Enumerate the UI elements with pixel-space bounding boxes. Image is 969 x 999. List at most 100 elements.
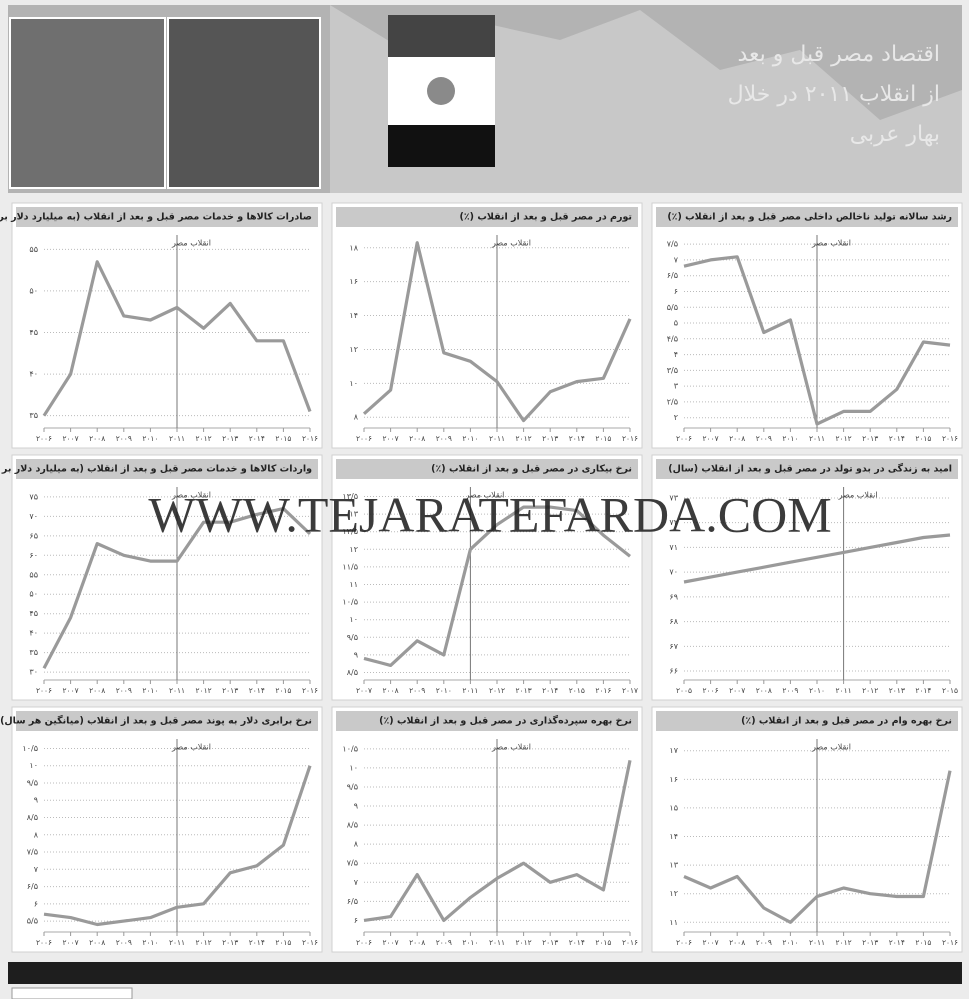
x-tick-label: ۲۰۱۰ [782, 938, 798, 947]
x-tick-label: ۲۰۰۸ [756, 686, 772, 695]
x-tick-label: ۲۰۱۱ [462, 686, 478, 695]
watermark: WWW.TEJARATEFARDA.COM [148, 486, 831, 542]
x-tick-label: ۲۰۱۵ [275, 686, 291, 695]
x-tick-label: ۲۰۱۳ [516, 686, 532, 695]
y-tick-label: ۶/۵ [27, 882, 38, 891]
chart-title: رشد سالانه تولید ناخالص داخلی مصر قبل و … [667, 212, 952, 223]
y-tick-label: ۱۲ [349, 545, 358, 554]
y-tick-label: ۷۰ [29, 512, 38, 521]
y-tick-label: ۸ [34, 830, 39, 839]
y-tick-label: ۶۶ [669, 667, 678, 676]
y-tick-label: ۹ [354, 650, 358, 659]
y-tick-label: ۱۷ [669, 746, 678, 755]
x-tick-label: ۲۰۱۵ [275, 938, 291, 947]
photo [10, 18, 165, 188]
chart-title: نرخ بهره سپرده‌گذاری در مصر قبل و بعد از… [379, 715, 632, 727]
x-tick-label: ۲۰۱۶ [942, 938, 958, 947]
x-tick-label: ۲۰۱۵ [942, 686, 958, 695]
x-tick-label: ۲۰۰۷ [703, 434, 719, 443]
y-tick-label: ۲ [674, 413, 678, 422]
x-tick-label: ۲۰۱۲ [516, 434, 532, 443]
y-tick-label: ۸/۵ [347, 821, 358, 830]
flag-stripe [388, 15, 495, 57]
x-tick-label: ۲۰۱۵ [915, 938, 931, 947]
event-label: انقلاب مصر [491, 743, 531, 752]
y-tick-label: ۸ [354, 840, 359, 849]
x-tick-label: ۲۰۰۹ [409, 686, 425, 695]
x-tick-label: ۲۰۱۲ [196, 434, 212, 443]
x-tick-label: ۲۰۱۶ [942, 434, 958, 443]
y-tick-label: ۲/۵ [667, 397, 678, 406]
x-tick-label: ۲۰۰۶ [676, 434, 692, 443]
x-tick-label: ۲۰۰۶ [356, 434, 372, 443]
x-tick-label: ۲۰۱۰ [809, 686, 825, 695]
panel [652, 707, 962, 952]
y-tick-label: ۱۰/۵ [22, 744, 38, 753]
x-tick-label: ۲۰۰۸ [729, 938, 745, 947]
y-tick-label: ۹/۵ [347, 633, 358, 642]
x-tick-label: ۲۰۱۴ [569, 434, 585, 443]
y-tick-label: ۱۴ [669, 832, 678, 841]
x-tick-label: ۲۰۰۸ [89, 686, 105, 695]
x-tick-label: ۲۰۱۲ [836, 434, 852, 443]
y-tick-label: ۵/۵ [27, 917, 38, 926]
y-tick-label: ۴ [674, 350, 678, 359]
x-tick-label: ۲۰۱۶ [302, 686, 318, 695]
y-tick-label: ۳۵ [29, 411, 38, 420]
x-tick-label: ۲۰۰۶ [36, 938, 52, 947]
banner-title: بهار عربی [850, 122, 940, 147]
x-tick-label: ۲۰۰۷ [383, 938, 399, 947]
footer-button[interactable] [12, 988, 132, 999]
y-tick-label: ۶ [674, 287, 678, 296]
x-tick-label: ۲۰۱۰ [142, 434, 158, 443]
flag-emblem [427, 77, 455, 105]
y-tick-label: ۱۰ [29, 761, 38, 770]
x-tick-label: ۲۰۱۵ [915, 434, 931, 443]
y-tick-label: ۱۱ [669, 918, 678, 927]
chart-title: امید به زندگی در بدو تولد در مصر قبل و ب… [668, 463, 952, 475]
x-tick-label: ۲۰۰۷ [356, 686, 372, 695]
chart-title: صادرات کالاها و خدمات مصر قبل و بعد از ا… [0, 212, 312, 223]
y-tick-label: ۹/۵ [27, 778, 38, 787]
x-tick-label: ۲۰۰۷ [703, 938, 719, 947]
x-tick-label: ۲۰۱۶ [302, 938, 318, 947]
y-tick-label: ۱۱/۵ [342, 562, 358, 571]
x-tick-label: ۲۰۰۷ [383, 434, 399, 443]
x-tick-label: ۲۰۰۷ [63, 434, 79, 443]
event-label: انقلاب مصر [811, 743, 851, 752]
x-tick-label: ۲۰۰۸ [89, 938, 105, 947]
x-tick-label: ۲۰۰۷ [729, 686, 745, 695]
y-tick-label: ۶۵ [29, 531, 38, 540]
x-tick-label: ۲۰۱۴ [249, 434, 265, 443]
y-tick-label: ۹ [354, 802, 358, 811]
event-label: انقلاب مصر [171, 239, 211, 248]
x-tick-label: ۲۰۱۶ [595, 686, 611, 695]
y-tick-label: ۹/۵ [347, 782, 358, 791]
x-tick-label: ۲۰۱۰ [782, 434, 798, 443]
banner-title: اقتصاد مصر قبل و بعد [737, 42, 940, 67]
x-tick-label: ۲۰۱۶ [302, 434, 318, 443]
x-tick-label: ۲۰۰۶ [676, 938, 692, 947]
event-label: انقلاب مصر [838, 491, 878, 500]
x-tick-label: ۲۰۱۲ [516, 938, 532, 947]
x-tick-label: ۲۰۰۷ [63, 938, 79, 947]
x-tick-label: ۲۰۱۱ [169, 938, 185, 947]
x-tick-label: ۲۰۱۱ [169, 686, 185, 695]
x-tick-label: ۲۰۱۱ [489, 434, 505, 443]
y-tick-label: ۶/۵ [667, 271, 678, 280]
x-tick-label: ۲۰۰۸ [409, 938, 425, 947]
x-tick-label: ۲۰۱۷ [622, 686, 638, 695]
y-tick-label: ۵۰ [29, 286, 38, 295]
y-tick-label: ۶۹ [669, 592, 678, 601]
x-tick-label: ۲۰۰۶ [36, 686, 52, 695]
x-tick-label: ۲۰۱۴ [569, 938, 585, 947]
y-tick-label: ۵۵ [29, 245, 38, 254]
charts: صادرات کالاها و خدمات مصر قبل و بعد از ا… [0, 203, 962, 952]
chart-title: تورم در مصر قبل و بعد از انقلاب (٪) [460, 212, 632, 223]
x-tick-label: ۲۰۱۱ [489, 938, 505, 947]
x-tick-label: ۲۰۱۰ [436, 686, 452, 695]
x-tick-label: ۲۰۰۹ [436, 434, 452, 443]
y-tick-label: ۷ [34, 865, 39, 874]
x-tick-label: ۲۰۱۶ [622, 434, 638, 443]
y-tick-label: ۴۰ [29, 629, 38, 638]
